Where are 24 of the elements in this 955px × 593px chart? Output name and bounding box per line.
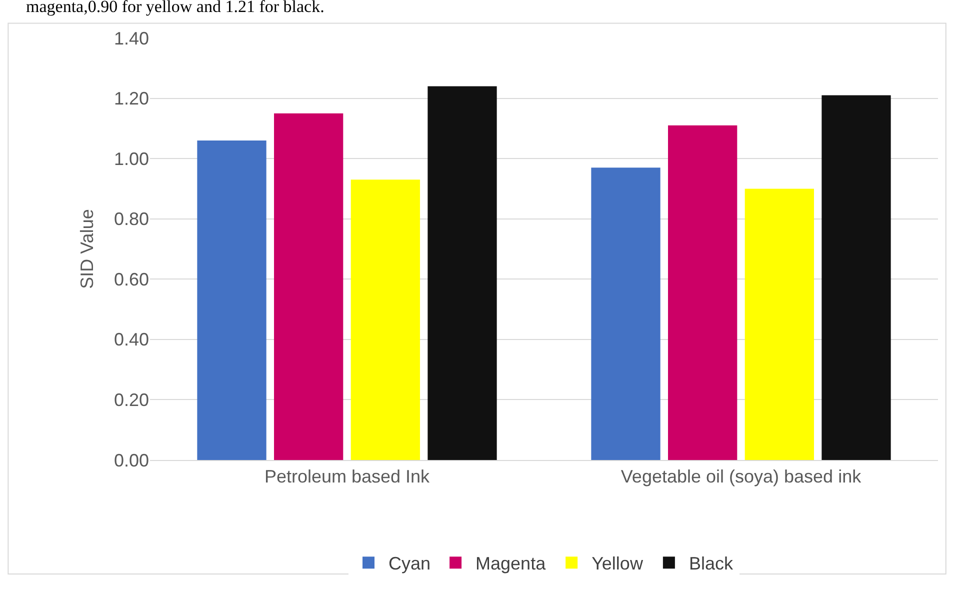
y-axis-title: SID Value [77, 209, 98, 289]
bar [274, 113, 344, 460]
bar [822, 95, 891, 460]
bar [591, 168, 660, 460]
y-tick-label: 0.20 [114, 390, 149, 410]
text: magenta,0.90 for yellow and 1.21 for black. [26, 0, 324, 16]
bar [350, 180, 420, 460]
bar [428, 86, 497, 460]
x-tick-label: Vegetable oil (soya) based ink [620, 466, 862, 487]
legend-label: Yellow [592, 554, 644, 574]
y-tick-label: 0.80 [114, 209, 149, 230]
legend-label: Magenta [476, 554, 547, 574]
bar [744, 188, 814, 460]
bar [197, 140, 266, 460]
legend-label: Cyan [388, 554, 431, 574]
y-tick-label: 1.40 [114, 28, 149, 48]
y-tick-label: 0.60 [114, 269, 149, 290]
y-tick-label: 1.20 [114, 88, 149, 109]
y-tick-label: 1.00 [114, 148, 149, 169]
bar [668, 125, 738, 460]
legend-label: Black [688, 554, 734, 574]
y-tick-label: 0.40 [114, 330, 149, 350]
y-tick-label: 0.00 [114, 450, 149, 470]
x-tick-label: Petroleum based Ink [264, 466, 431, 487]
